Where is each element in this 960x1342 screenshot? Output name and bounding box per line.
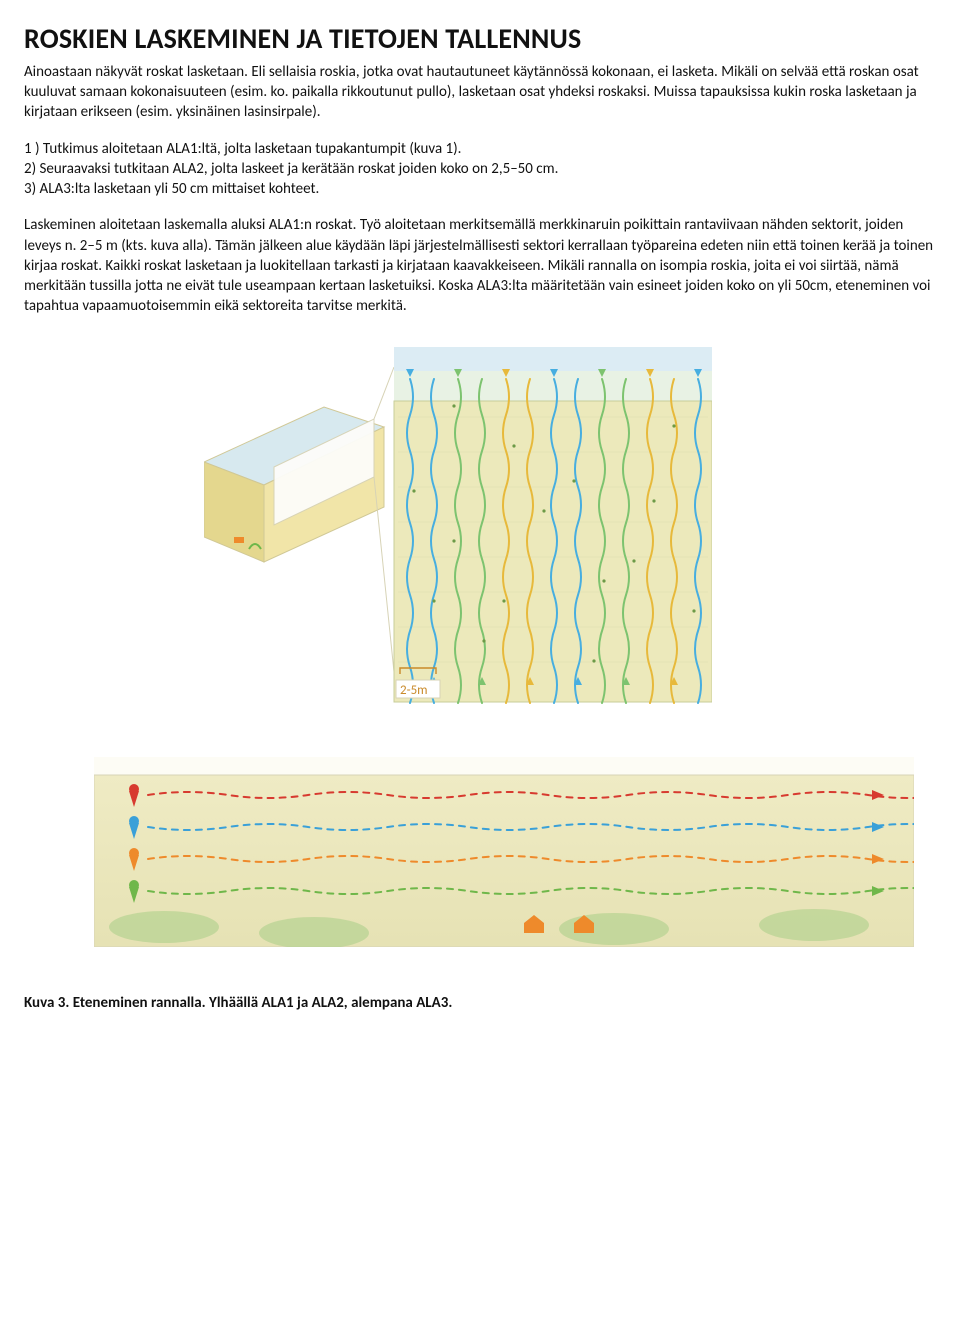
svg-text:2-5m: 2-5m [400, 683, 428, 698]
diagram-bottom-group [94, 757, 936, 953]
page-title: ROSKIEN LASKEMINEN JA TIETOJEN TALLENNUS [24, 20, 936, 58]
steps-paragraph: 1 ) Tutkimus aloitetaan ALA1:ltä, jolta … [24, 139, 936, 200]
method-paragraph: Laskeminen aloitetaan laskemalla aluksi … [24, 215, 936, 316]
step-1: 1 ) Tutkimus aloitetaan ALA1:ltä, jolta … [24, 140, 461, 158]
step-2: 2) Seuraavaksi tutkitaan ALA2, jolta las… [24, 160, 558, 178]
diagram-ala1-ala2: 2-5m [204, 347, 712, 717]
step-3: 3) ALA3:lta lasketaan yli 50 cm mittaise… [24, 180, 319, 198]
diagram-ala3 [94, 757, 914, 947]
intro-paragraph: Ainoastaan näkyvät roskat lasketaan. Eli… [24, 62, 936, 123]
figure-caption: Kuva 3. Eteneminen rannalla. Ylhäällä AL… [24, 993, 936, 1013]
diagram-top-group: 2-5m [204, 347, 936, 717]
